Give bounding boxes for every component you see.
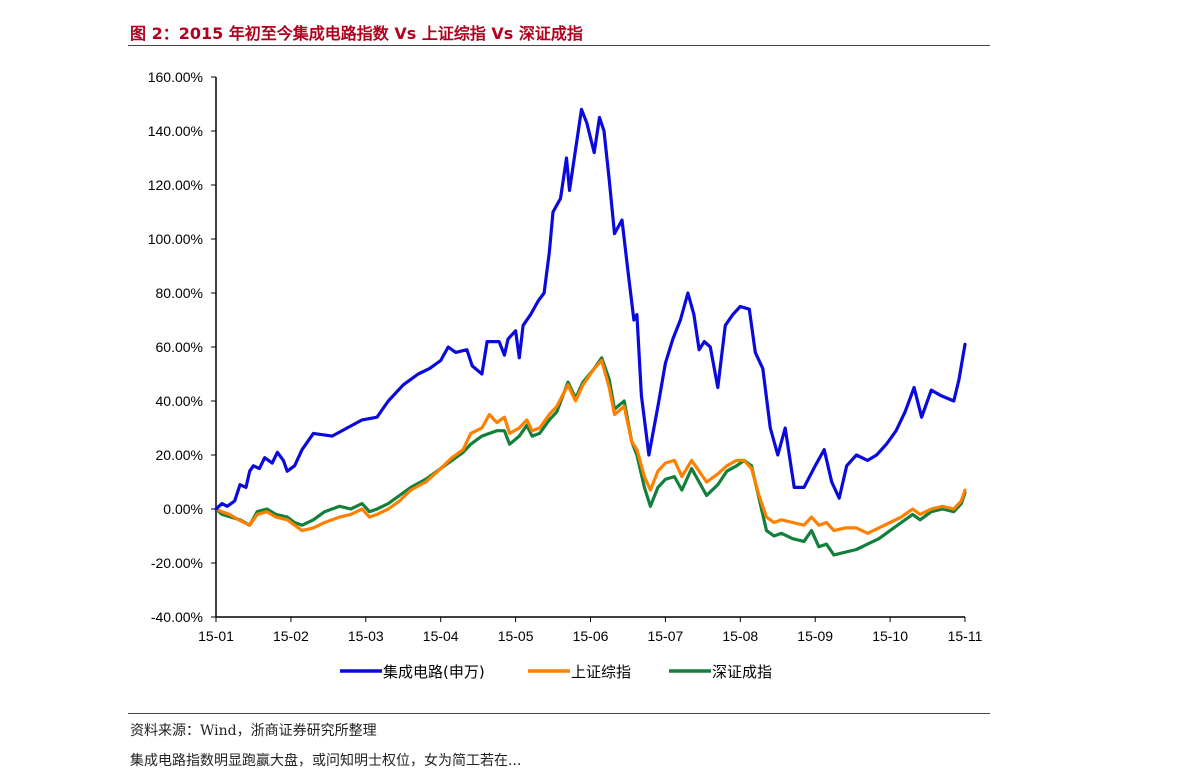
x-tick-label: 15-11 <box>948 628 983 644</box>
legend-label: 上证综指 <box>571 663 631 681</box>
x-tick-label: 15-05 <box>498 628 534 644</box>
x-tick-label: 15-07 <box>647 628 683 644</box>
y-tick-label: 0.00% <box>163 501 203 517</box>
chart-legend: 集成电路(申万) 上证综指 深证成指 <box>340 663 772 681</box>
x-tick-label: 15-01 <box>198 628 234 644</box>
series-line <box>214 356 967 557</box>
legend-label: 深证成指 <box>712 663 772 681</box>
y-tick-label: 140.00% <box>148 123 203 139</box>
chart-axes: -40.00% -20.00% 0.00% 20.00% 40.00% 60.00% 80.… <box>148 69 983 644</box>
title-rule <box>128 45 990 46</box>
y-tick-label: -20.00% <box>151 555 203 571</box>
x-tick-label: 15-06 <box>573 628 609 644</box>
y-tick-label: 40.00% <box>156 393 203 409</box>
y-tick-label: 160.00% <box>148 69 203 85</box>
chart-series <box>214 107 967 557</box>
x-tick-label: 15-04 <box>423 628 459 644</box>
y-tick-label: 80.00% <box>156 285 203 301</box>
x-tick-label: 15-08 <box>722 628 758 644</box>
y-tick-label: 100.00% <box>148 231 203 247</box>
x-tick-label: 15-02 <box>273 628 309 644</box>
y-tick-label: 60.00% <box>156 339 203 355</box>
x-tick-label: 15-03 <box>348 628 384 644</box>
y-tick-label: 120.00% <box>148 177 203 193</box>
y-tick-label: -40.00% <box>151 609 203 625</box>
y-tick-label: 20.00% <box>156 447 203 463</box>
figure-title: 图 2：2015 年初至今集成电路指数 Vs 上证综指 Vs 深证成指 <box>130 24 583 43</box>
source-note: 资料来源：Wind，浙商证券研究所整理 <box>130 723 377 739</box>
legend-label: 集成电路(申万) <box>383 663 485 681</box>
x-tick-label: 15-09 <box>797 628 833 644</box>
body-text-line: 集成电路指数明显跑赢大盘，或问知明士权位，女为简工若在... <box>130 753 522 769</box>
series-line <box>214 358 967 535</box>
source-rule <box>128 713 990 714</box>
x-tick-label: 15-10 <box>872 628 908 644</box>
series-line <box>214 107 967 511</box>
